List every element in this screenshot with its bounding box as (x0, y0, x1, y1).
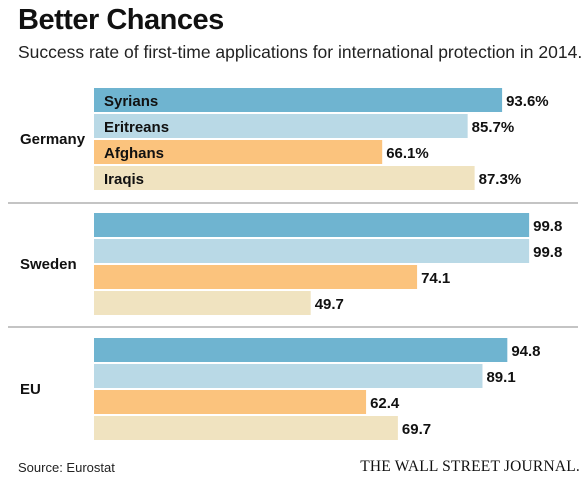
bar-germany-syrians (94, 88, 503, 112)
bar-germany-eritreans (94, 114, 468, 138)
value-label-sweden-eritreans: 99.8 (533, 244, 562, 261)
series-label-afghans: Afghans (104, 145, 164, 162)
source-note: Source: Eurostat (18, 460, 115, 475)
bar-sweden-eritreans (94, 239, 530, 263)
chart-subtitle: Success rate of first-time applications … (18, 42, 583, 62)
bar-germany-iraqis (94, 166, 475, 190)
value-label-eu-afghans: 62.4 (370, 395, 400, 412)
value-label-germany-iraqis: 87.3% (479, 171, 522, 188)
series-label-eritreans: Eritreans (104, 119, 169, 136)
bar-eu-eritreans (94, 364, 483, 388)
group-label-germany: Germany (20, 131, 86, 148)
value-label-sweden-syrians: 99.8 (533, 218, 562, 235)
value-label-eu-syrians: 94.8 (511, 343, 540, 360)
value-label-sweden-afghans: 74.1 (421, 270, 450, 287)
publisher-logo: THE WALL STREET JOURNAL. (360, 458, 580, 475)
value-label-germany-afghans: 66.1% (386, 145, 429, 162)
group-label-eu: EU (20, 381, 41, 398)
bar-sweden-afghans (94, 265, 418, 289)
bar-eu-afghans (94, 390, 367, 414)
bar-germany-afghans (94, 140, 383, 164)
bar-sweden-iraqis (94, 291, 311, 315)
series-label-syrians: Syrians (104, 93, 158, 110)
bar-sweden-syrians (94, 213, 530, 237)
value-label-eu-eritreans: 89.1 (486, 369, 515, 386)
bar-eu-syrians (94, 338, 508, 362)
value-label-germany-syrians: 93.6% (506, 93, 549, 110)
value-label-eu-iraqis: 69.7 (402, 421, 431, 438)
group-label-sweden: Sweden (20, 256, 77, 273)
chart-title: Better Chances (18, 4, 224, 36)
series-label-iraqis: Iraqis (104, 171, 144, 188)
bar-eu-iraqis (94, 416, 398, 440)
value-label-sweden-iraqis: 49.7 (315, 296, 344, 313)
value-label-germany-eritreans: 85.7% (472, 119, 515, 136)
